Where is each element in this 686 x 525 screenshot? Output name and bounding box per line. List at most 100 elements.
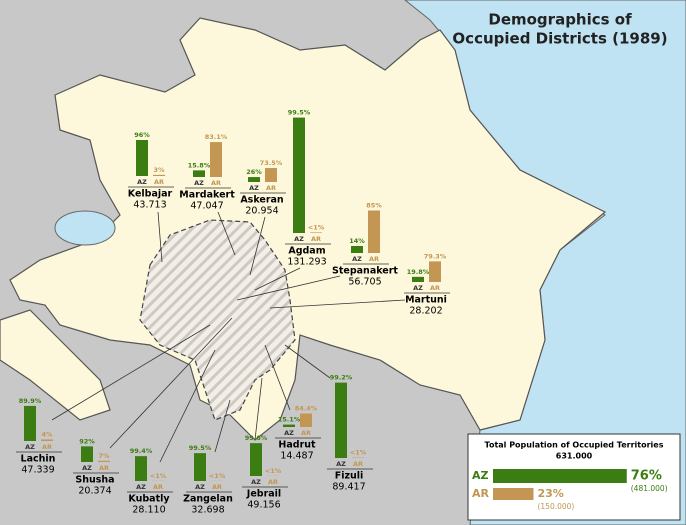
value-label: 73.5%: [260, 159, 283, 167]
bar: [193, 170, 205, 177]
group-label: AR: [472, 487, 490, 500]
district-name: Lachin: [21, 454, 56, 465]
value-label: <1%: [308, 223, 325, 231]
value-label: 89.9%: [19, 397, 42, 405]
district-name: Shusha: [75, 475, 114, 486]
value-label: 19.8%: [407, 268, 430, 276]
title-line: Occupied Districts (1989): [452, 30, 667, 48]
district-name: Jebrail: [246, 489, 281, 500]
district-name: Fizuli: [335, 471, 364, 482]
group-label: AR: [268, 478, 278, 486]
total-value-label: 76%: [631, 469, 662, 484]
district-population: 47.339: [21, 465, 54, 476]
district-population: 32.698: [191, 505, 224, 516]
group-label: AR: [311, 235, 321, 243]
bar: [248, 177, 260, 182]
occupied-area: [139, 219, 296, 421]
group-label: AZ: [284, 429, 294, 437]
group-label: AZ: [413, 284, 423, 292]
bar: [412, 276, 424, 282]
bar: [210, 142, 222, 177]
group-label: AZ: [472, 469, 489, 482]
value-label: <1%: [150, 472, 167, 480]
lake: [54, 210, 116, 246]
total-count: (481.000): [631, 484, 668, 493]
value-label: 3%: [153, 166, 165, 174]
leader-lines: [51, 211, 406, 463]
district-name: Zangelan: [183, 494, 233, 505]
bar: [98, 460, 110, 462]
value-label: 15.8%: [188, 161, 211, 169]
district-name: Martuni: [405, 295, 447, 306]
value-label: 92%: [79, 437, 95, 445]
bar: [41, 439, 53, 441]
group-label: AR: [430, 284, 440, 292]
value-label: <1%: [209, 472, 226, 480]
total-count: (150.000): [537, 502, 574, 511]
district-name: Hadrut: [278, 440, 316, 451]
nakhchivan: [0, 309, 111, 421]
value-label: 14%: [349, 237, 365, 245]
value-label: 26%: [246, 168, 262, 176]
district-name: Agdam: [288, 246, 325, 257]
district-name: Kubatly: [128, 494, 170, 505]
district-population: 14.487: [280, 451, 313, 462]
total-bar: [493, 469, 627, 483]
district-name: Stepanakert: [332, 266, 398, 277]
bar: [310, 232, 322, 233]
bar: [194, 453, 206, 481]
bar: [136, 140, 148, 176]
group-label: AZ: [249, 184, 259, 192]
district-population: 56.705: [348, 277, 381, 288]
district-population: 28.110: [132, 505, 165, 516]
bar: [351, 246, 363, 253]
total-title: Total Population of Occupied Territories: [485, 441, 664, 450]
bar: [250, 443, 262, 476]
group-label: AR: [353, 460, 363, 468]
group-label: AR: [42, 443, 52, 451]
value-label: 99.5%: [189, 444, 212, 452]
group-label: AR: [212, 483, 222, 491]
group-label: AR: [211, 179, 221, 187]
value-label: <1%: [265, 467, 282, 475]
bar: [293, 117, 305, 233]
district-name: Askeran: [240, 195, 284, 206]
title-line: Demographics of: [488, 11, 632, 29]
value-label: 99.2%: [330, 374, 353, 382]
total-value-label: 23%: [537, 487, 563, 500]
group-label: AZ: [336, 460, 346, 468]
group-label: AZ: [136, 483, 146, 491]
value-label: 99.5%: [288, 109, 311, 117]
group-label: AZ: [195, 483, 205, 491]
group-label: AZ: [294, 235, 304, 243]
bar: [429, 261, 441, 282]
district-population: 20.954: [245, 206, 278, 217]
group-label: AZ: [25, 443, 35, 451]
group-label: AR: [266, 184, 276, 192]
group-label: AR: [153, 483, 163, 491]
group-label: AZ: [352, 255, 362, 263]
group-label: AR: [369, 255, 379, 263]
value-label: 4%: [41, 430, 53, 438]
district-population: 28.202: [409, 306, 442, 317]
group-label: AZ: [251, 478, 261, 486]
district-population: 43.713: [133, 200, 166, 211]
value-label: 79.3%: [424, 252, 447, 260]
district-population: 131.293: [287, 257, 326, 268]
bar: [24, 405, 36, 441]
district-population: 47.047: [190, 201, 223, 212]
value-label: 85%: [366, 202, 382, 210]
bar: [283, 424, 295, 427]
value-label: 7%: [98, 452, 110, 460]
value-label: 84.4%: [295, 404, 318, 412]
group-label: AR: [301, 429, 311, 437]
value-label: <1%: [350, 449, 367, 457]
total-bar: [493, 488, 534, 500]
group-label: AZ: [194, 179, 204, 187]
district-name: Kelbajar: [128, 189, 173, 200]
group-label: AZ: [137, 178, 147, 186]
bar: [81, 446, 93, 462]
value-label: 96%: [134, 131, 150, 139]
bar: [335, 382, 347, 458]
